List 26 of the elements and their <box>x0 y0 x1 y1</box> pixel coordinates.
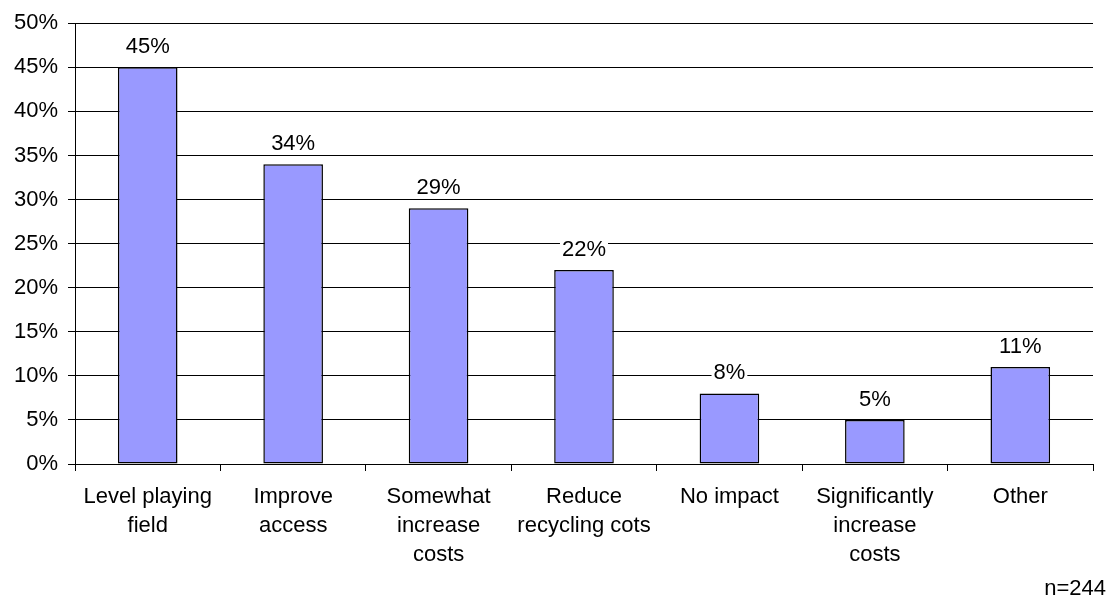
y-tick-label: 20% <box>13 273 58 299</box>
text: n=244 <box>1044 575 1106 600</box>
x-tick-label: Improve access <box>253 483 333 537</box>
x-tick-label: Level playing field <box>83 483 212 537</box>
data-label: 34% <box>271 130 316 156</box>
data-label: 45% <box>125 33 170 59</box>
y-tick-label: 40% <box>13 97 58 123</box>
y-tick-label: 50% <box>13 9 58 35</box>
y-tick-label: 5% <box>26 405 58 431</box>
x-tick-label: Other <box>992 483 1048 509</box>
data-label: 5% <box>858 385 891 411</box>
data-label: 11% <box>999 333 1042 359</box>
x-tick-label: Somewhat increase costs <box>386 483 491 566</box>
data-label: 8% <box>713 359 746 385</box>
y-tick-label: 0% <box>26 450 58 476</box>
x-tick-label: No impact <box>679 483 779 509</box>
data-label: 22% <box>561 236 607 262</box>
y-tick-label: 35% <box>13 141 58 167</box>
x-tick-label: Reduce recycling cots <box>517 483 651 537</box>
y-tick-label: 25% <box>13 229 58 255</box>
y-tick-label: 30% <box>13 185 58 211</box>
y-tick-label: 10% <box>13 361 58 387</box>
y-tick-label: 15% <box>13 317 58 343</box>
x-tick-label: Significantly increase costs <box>816 483 934 566</box>
y-tick-label: 45% <box>13 53 58 79</box>
data-label: 29% <box>416 174 461 200</box>
